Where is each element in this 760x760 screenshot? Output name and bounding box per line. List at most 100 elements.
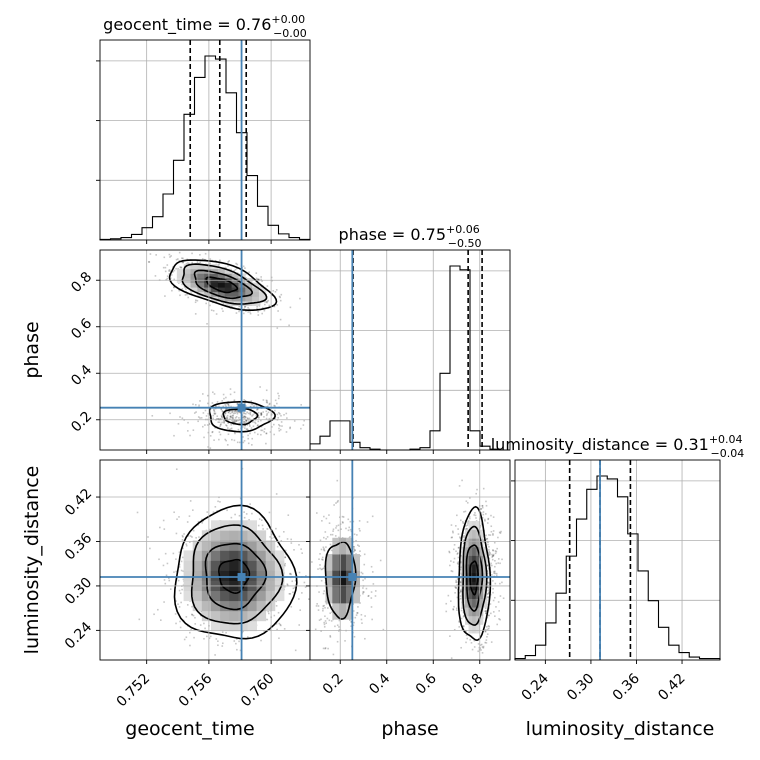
sample-point	[168, 270, 170, 272]
sample-point	[249, 311, 251, 313]
sample-point	[174, 613, 177, 615]
sample-point	[237, 411, 240, 413]
density-cell	[247, 540, 257, 551]
sample-point	[265, 389, 268, 392]
sample-point	[370, 606, 373, 608]
density-cell	[210, 600, 221, 612]
contour-line	[208, 401, 276, 433]
density-cell	[220, 590, 230, 602]
sample-point	[271, 426, 273, 428]
sample-point	[325, 602, 328, 605]
density-cell	[479, 598, 484, 608]
density-cell	[475, 615, 480, 625]
sample-point	[359, 602, 361, 604]
sample-point	[230, 423, 233, 426]
sample-point	[501, 581, 503, 584]
sample-point	[166, 277, 169, 280]
sample-point	[486, 596, 488, 598]
sample-point	[482, 539, 485, 541]
sample-point	[256, 305, 258, 308]
sample-point	[323, 626, 326, 628]
sample-point	[300, 404, 302, 406]
density-cell	[339, 554, 347, 571]
sample-point	[485, 612, 487, 614]
sample-point	[487, 518, 489, 521]
title-equals: =	[650, 435, 674, 454]
sample-point	[230, 516, 233, 519]
sample-point	[242, 416, 244, 418]
density-cell	[224, 291, 232, 297]
sample-point	[492, 516, 495, 518]
sample-point	[362, 591, 364, 593]
sample-point	[249, 503, 251, 505]
phase-panel-background	[310, 250, 510, 450]
sample-point	[298, 543, 300, 546]
sample-point	[257, 314, 260, 316]
sample-point	[307, 598, 310, 600]
sample-point	[206, 323, 208, 325]
density-cell	[252, 301, 260, 307]
sample-point	[186, 258, 189, 261]
sample-point	[219, 425, 221, 428]
sample-point	[251, 403, 254, 406]
sample-point	[217, 421, 220, 423]
sample-point	[466, 527, 468, 530]
sample-point	[201, 258, 204, 260]
sample-point	[455, 550, 457, 553]
sample-point	[371, 618, 373, 621]
sample-point	[460, 591, 462, 593]
sample-point	[233, 410, 236, 413]
sample-point	[305, 575, 307, 577]
density-cell	[325, 570, 333, 588]
sample-point	[210, 405, 212, 407]
density-cell	[190, 268, 198, 274]
sample-point	[178, 563, 181, 566]
sample-point	[194, 403, 197, 406]
sample-point	[164, 582, 167, 585]
sample-point	[451, 570, 454, 573]
sample-point	[289, 426, 291, 429]
sample-point	[480, 508, 483, 510]
density-cell	[256, 570, 267, 581]
sample-point	[359, 550, 361, 552]
sample-point	[175, 600, 177, 602]
title-median: 0.75	[410, 225, 446, 244]
sample-point	[479, 644, 482, 646]
density-cell	[247, 610, 257, 622]
sample-point	[283, 628, 286, 630]
sample-point	[230, 427, 233, 430]
sample-point	[260, 413, 263, 416]
sample-point	[227, 433, 230, 436]
sample-point	[352, 545, 355, 548]
sample-point	[275, 600, 277, 603]
sample-point	[213, 439, 215, 441]
sample-point	[222, 310, 224, 313]
sample-point	[222, 302, 225, 305]
sample-point	[322, 605, 325, 607]
sample-point	[227, 403, 230, 406]
sample-point	[243, 312, 245, 315]
sample-point	[247, 412, 250, 415]
sample-point	[267, 419, 270, 422]
sample-point	[281, 425, 283, 427]
sample-point	[485, 612, 487, 615]
density-cell	[220, 560, 230, 571]
sample-point	[223, 422, 225, 424]
density-cell	[183, 590, 194, 602]
sample-point	[254, 422, 257, 425]
sample-point	[160, 619, 162, 621]
sample-point	[347, 518, 350, 521]
sample-point	[278, 412, 280, 414]
sample-point	[157, 608, 159, 611]
sample-point	[253, 431, 256, 434]
sample-point	[181, 261, 183, 264]
density-cell	[265, 600, 276, 612]
sample-point	[236, 441, 239, 444]
sample-point	[187, 421, 189, 424]
sample-point	[487, 517, 490, 520]
sample-point	[455, 586, 457, 589]
sample-point	[236, 402, 239, 405]
sample-point	[481, 652, 484, 654]
sample-point	[289, 306, 292, 309]
sample-point	[228, 410, 231, 412]
